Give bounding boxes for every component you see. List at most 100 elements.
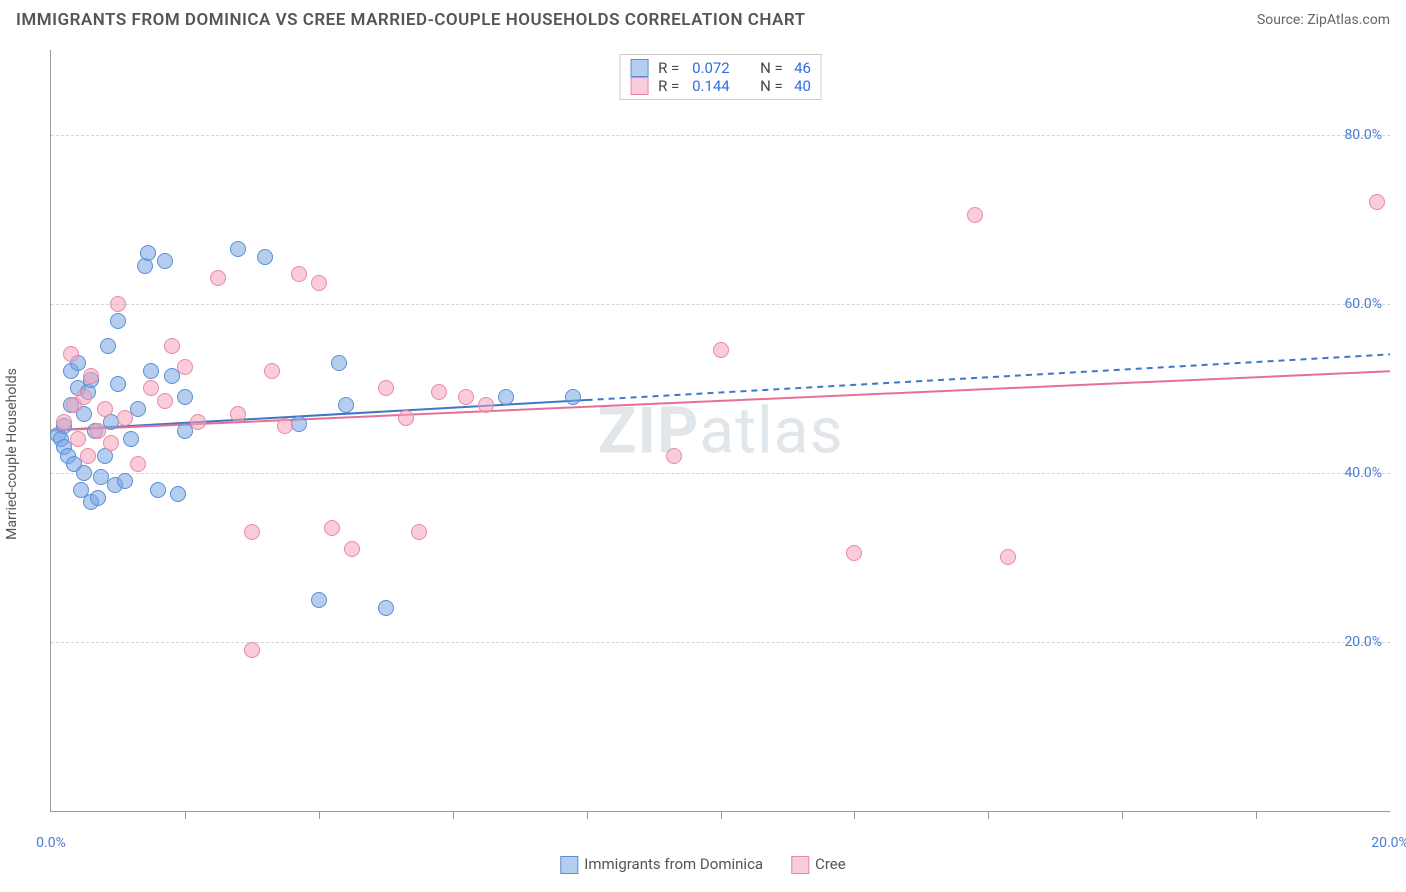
data-point-cree (264, 363, 280, 379)
data-point-dominica (257, 249, 273, 265)
x-tick (1256, 811, 1257, 819)
data-point-dominica (130, 401, 146, 417)
trend-lines (51, 50, 1390, 811)
r-label: R = (658, 77, 686, 95)
legend-label: Cree (815, 855, 846, 873)
data-point-dominica (140, 245, 156, 261)
data-point-dominica (110, 313, 126, 329)
data-point-cree (230, 406, 246, 422)
data-point-dominica (378, 600, 394, 616)
n-label: N = (760, 59, 788, 77)
y-axis-label: Married-couple Households (4, 368, 20, 540)
x-tick (854, 811, 855, 819)
n-label: N = (760, 77, 788, 95)
data-point-cree (63, 346, 79, 362)
y-tick-label: 80.0% (1344, 127, 1382, 143)
correlation-legend: R = 0.072 N = 46 R = 0.144 N = 40 (619, 54, 822, 100)
x-tick (1122, 811, 1123, 819)
legend-label: Immigrants from Dominica (584, 855, 763, 873)
data-point-dominica (230, 241, 246, 257)
n-value: 46 (794, 59, 811, 77)
legend-swatch (630, 59, 648, 77)
data-point-dominica (143, 363, 159, 379)
gridline (51, 135, 1390, 136)
x-tick (319, 811, 320, 819)
legend-swatch (630, 77, 648, 95)
data-point-dominica (90, 490, 106, 506)
correlation-row-dominica: R = 0.072 N = 46 (630, 59, 811, 77)
data-point-cree (398, 410, 414, 426)
x-tick (988, 811, 989, 819)
gridline (51, 304, 1390, 305)
data-point-cree (210, 270, 226, 286)
x-tick (721, 811, 722, 819)
data-point-cree (291, 266, 307, 282)
data-point-dominica (338, 397, 354, 413)
r-label: R = (658, 59, 686, 77)
data-point-cree (478, 397, 494, 413)
gridline (51, 473, 1390, 474)
chart-title: IMMIGRANTS FROM DOMINICA VS CREE MARRIED… (16, 10, 806, 30)
data-point-cree (344, 541, 360, 557)
data-point-cree (143, 380, 159, 396)
data-point-cree (277, 418, 293, 434)
data-point-cree (458, 389, 474, 405)
data-point-cree (90, 423, 106, 439)
data-point-cree (967, 207, 983, 223)
data-point-dominica (331, 355, 347, 371)
data-point-cree (70, 431, 86, 447)
y-tick-label: 40.0% (1344, 465, 1382, 481)
data-point-dominica (150, 482, 166, 498)
data-point-dominica (110, 376, 126, 392)
data-point-dominica (498, 389, 514, 405)
data-point-cree (97, 401, 113, 417)
data-point-dominica (123, 431, 139, 447)
trend-line-cree (51, 371, 1390, 430)
x-tick-label: 20.0% (1371, 835, 1406, 851)
r-value: 0.072 (692, 59, 744, 77)
data-point-dominica (117, 473, 133, 489)
data-point-cree (411, 524, 427, 540)
x-tick (185, 811, 186, 819)
r-value: 0.144 (692, 77, 744, 95)
x-tick (587, 811, 588, 819)
data-point-cree (83, 368, 99, 384)
y-tick-label: 20.0% (1344, 634, 1382, 650)
data-point-cree (378, 380, 394, 396)
data-point-cree (324, 520, 340, 536)
correlation-row-cree: R = 0.144 N = 40 (630, 77, 811, 95)
data-point-dominica (100, 338, 116, 354)
data-point-cree (76, 389, 92, 405)
data-point-cree (1369, 194, 1385, 210)
data-point-cree (244, 524, 260, 540)
x-tick-label: 0.0% (36, 835, 66, 851)
data-point-dominica (177, 389, 193, 405)
legend-swatch (791, 856, 809, 874)
n-value: 40 (794, 77, 811, 95)
series-legend: Immigrants from Dominica Cree (560, 855, 845, 874)
data-point-cree (164, 338, 180, 354)
data-point-cree (103, 435, 119, 451)
data-point-cree (157, 393, 173, 409)
y-tick-label: 60.0% (1344, 296, 1382, 312)
data-point-cree (846, 545, 862, 561)
data-point-cree (311, 275, 327, 291)
data-point-cree (80, 448, 96, 464)
legend-item-dominica: Immigrants from Dominica (560, 855, 763, 874)
data-point-cree (130, 456, 146, 472)
data-point-dominica (311, 592, 327, 608)
data-point-cree (431, 384, 447, 400)
data-point-dominica (76, 465, 92, 481)
legend-item-cree: Cree (791, 855, 846, 874)
data-point-cree (1000, 549, 1016, 565)
data-point-cree (244, 642, 260, 658)
data-point-cree (56, 414, 72, 430)
data-point-dominica (157, 253, 173, 269)
data-point-cree (713, 342, 729, 358)
x-tick (453, 811, 454, 819)
data-point-cree (666, 448, 682, 464)
source-label: Source: ZipAtlas.com (1257, 12, 1390, 28)
scatter-chart: ZIPatlas R =0.072N =46R =0.144N =40 20.0… (50, 50, 1390, 812)
data-point-cree (190, 414, 206, 430)
data-point-cree (117, 410, 133, 426)
